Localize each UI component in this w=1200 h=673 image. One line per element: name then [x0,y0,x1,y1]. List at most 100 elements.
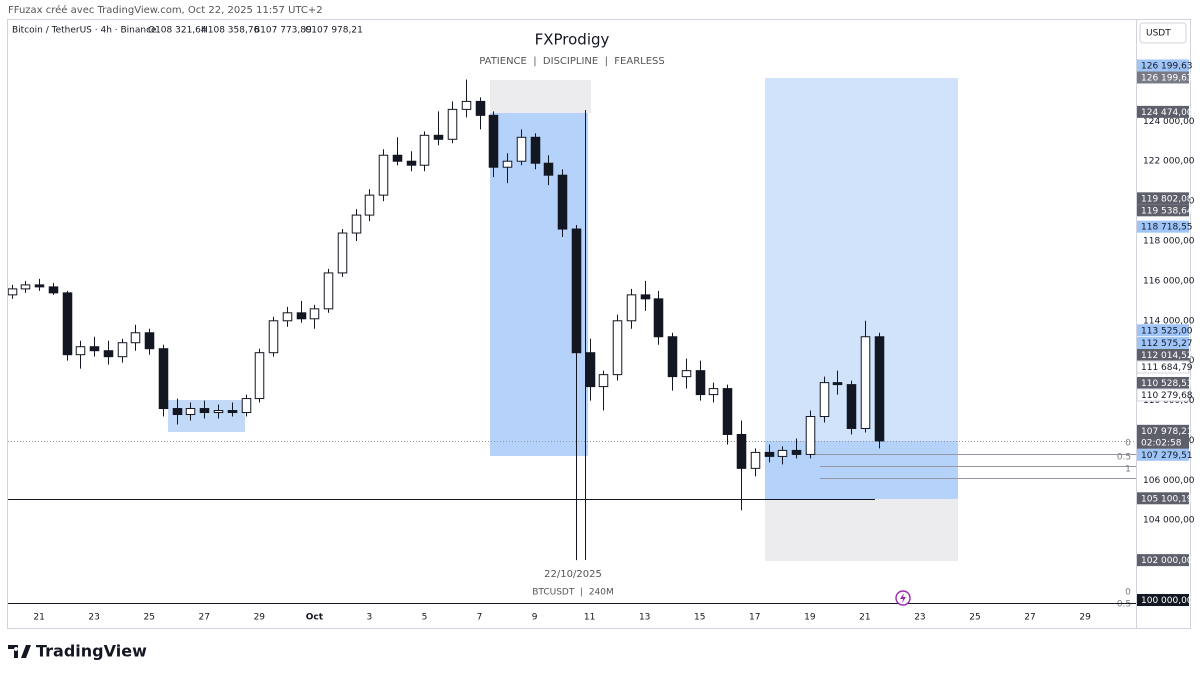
x-tick-label: 29 [1079,613,1091,623]
y-tick-label: 118 000,00 [1143,237,1195,247]
candle-body [158,348,169,410]
price-label-box [1136,388,1190,402]
level-label: 0 [1125,439,1131,449]
candle-body [461,100,472,110]
currency: USDT [1146,29,1171,39]
candle-body [557,174,568,230]
candle-body [130,332,141,344]
candle-body [598,374,609,388]
currency-box[interactable] [1139,22,1187,44]
candle-body [819,382,830,418]
candle-body [20,284,31,290]
x-tick-label: 19 [804,613,816,623]
y-tick-label: 104 000,00 [1143,516,1195,526]
alert-bolt [900,593,906,603]
x-tick-label: 15 [694,613,705,623]
price-label-box [1137,324,1189,337]
candle-body [337,232,348,274]
price-label: 110 279,68 [1141,391,1193,401]
x-tick-label: 9 [532,613,538,623]
ohlc: H108 358,76 [201,26,260,36]
price-label-box [1137,554,1189,567]
price-label-box [1137,594,1189,607]
cursor-date: 22/10/2025 [544,569,602,580]
candle-body [640,294,651,300]
price-label-box [1137,71,1189,84]
level-label: 0.5 [1117,600,1131,610]
price-label: 112 014,52 [1141,351,1193,361]
candle-body [117,342,128,358]
candle-body [8,288,18,296]
y-tick-label: 114 000,00 [1143,316,1195,326]
y-tick-label: 106 000,00 [1143,476,1195,486]
logo-mark [8,645,31,658]
candle-body [695,370,706,396]
price-label: 119 802,08 [1141,194,1193,204]
price-label-box [1136,360,1190,374]
price-label: 113 525,00 [1141,326,1193,336]
candle-body [722,388,733,435]
candle-body [103,350,114,358]
price-label-box [1137,424,1189,449]
candle-body [667,336,678,378]
candle-body [874,336,885,442]
candle-body [791,449,802,455]
candle-body [48,286,59,294]
candle-body [89,346,100,352]
candle-body [62,292,73,356]
candle-body [75,346,86,356]
price-label: 112 575,27 [1141,339,1193,349]
box [765,499,958,561]
candles [8,79,885,561]
candle-body [708,388,719,396]
candle-body [832,382,843,386]
candle-body [805,416,816,455]
x-tick-label: 7 [477,613,483,623]
price-label: 107 978,21 [1141,427,1193,437]
x-tick-label: 3 [367,613,373,623]
candle-body [764,451,775,457]
candle-body [626,294,637,322]
ohlc: C107 978,21 [305,26,363,36]
x-tick-label: 5 [422,613,428,623]
price-label: 100 000,00 [1141,596,1193,606]
candle-body [543,162,554,176]
candle-body [213,410,224,414]
ohlc: O108 321,64 [148,26,207,36]
price-label: 110 528,53 [1141,379,1193,389]
candle-body [199,408,210,414]
price-label: 126 199,63 [1141,73,1193,83]
candle-body [309,308,320,320]
price-label: 119 538,64 [1141,206,1193,216]
level-label: 1 [1125,465,1131,475]
price-label: 107 279,51 [1141,451,1193,461]
price-label-box [1137,336,1189,349]
price-label-box [1137,59,1189,72]
credit: FFuzax créé avec TradingView.com, Oct 22… [8,4,323,16]
candle-body [419,134,430,166]
candle-body [282,312,293,322]
candle-body [502,160,513,168]
ohlc: B107 773,89 [254,26,312,36]
candle-body [777,449,788,457]
x-tick-label: 25 [143,613,154,623]
candle-body [392,154,403,162]
x-tick-label: 13 [639,613,650,623]
x-tick-label: 27 [1024,613,1035,623]
candle-body [516,136,527,162]
y-tick-label: 116 000,00 [1143,276,1195,286]
price-label: 118 718,55 [1141,223,1193,233]
price-label-box [1137,105,1189,118]
candle-body [475,100,486,116]
price-label-box [1137,348,1189,361]
candle-body [227,410,238,414]
candle-body [846,384,857,429]
price-label: 124 474,00 [1141,108,1193,118]
price-label-box [1137,192,1189,205]
price-label-box [1137,448,1189,461]
x-tick-label: 21 [33,613,44,623]
price-label-box [1137,204,1189,217]
candle-body [34,284,45,288]
candle-body [571,228,582,354]
